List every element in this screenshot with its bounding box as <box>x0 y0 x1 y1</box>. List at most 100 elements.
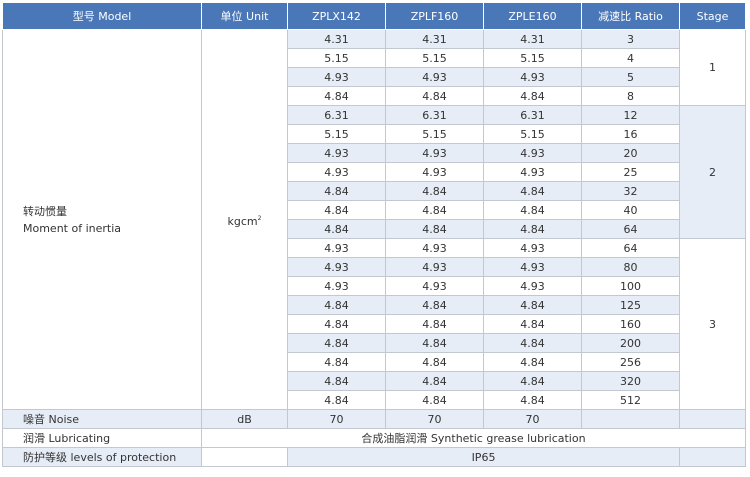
header-stage: Stage <box>679 2 746 30</box>
cell-zplf160: 5.15 <box>385 48 484 68</box>
cell-zplf160: 4.84 <box>385 295 484 315</box>
protection-label: 防护等级 levels of protection <box>2 447 202 467</box>
table-row: 4.84 4.84 4.84 160 <box>3 314 746 334</box>
header-zplx142: ZPLX142 <box>287 2 386 30</box>
cell-zplx142: 4.93 <box>287 257 386 277</box>
cell-ratio: 64 <box>581 219 680 239</box>
cell-zple160: 4.84 <box>483 200 582 220</box>
cell-ratio: 40 <box>581 200 680 220</box>
cell-zplx142: 4.84 <box>287 295 386 315</box>
cell-zplx142: 4.84 <box>287 314 386 334</box>
cell-zplx142: 4.93 <box>287 276 386 296</box>
cell-zple160: 4.84 <box>483 295 582 315</box>
cell-ratio: 4 <box>581 48 680 68</box>
table-row: 4.84 4.84 4.84 256 <box>3 352 746 372</box>
header-unit: 单位 Unit <box>201 2 288 30</box>
cell-ratio: 16 <box>581 124 680 144</box>
cell-ratio: 125 <box>581 295 680 315</box>
table-row: 转动惯量 Moment of inertia kgcm2 4.31 4.31 4… <box>2 29 746 410</box>
protection-value: IP65 <box>287 447 680 467</box>
noise-zplx142: 70 <box>287 409 386 429</box>
cell-zplx142: 4.31 <box>287 29 386 49</box>
cell-zplx142: 6.31 <box>287 105 386 125</box>
stage-1: 1 <box>679 29 746 106</box>
cell-zple160: 4.84 <box>483 219 582 239</box>
inertia-label-en: Moment of inertia <box>23 221 122 235</box>
cell-zplx142: 4.84 <box>287 86 386 106</box>
cell-zple160: 4.93 <box>483 276 582 296</box>
cell-ratio: 3 <box>581 29 680 49</box>
protection-row: 防护等级 levels of protection IP65 <box>2 447 746 467</box>
cell-zplx142: 4.84 <box>287 333 386 353</box>
cell-zplf160: 4.84 <box>385 390 484 410</box>
table-row: 4.93 4.93 4.93 80 <box>3 257 746 277</box>
cell-zple160: 4.93 <box>483 238 582 258</box>
cell-zple160: 4.84 <box>483 333 582 353</box>
stage-2: 2 <box>679 105 746 239</box>
cell-ratio: 32 <box>581 181 680 201</box>
cell-zple160: 4.31 <box>483 29 582 49</box>
cell-ratio: 64 <box>581 238 680 258</box>
noise-zplf160: 70 <box>385 409 484 429</box>
cell-zplx142: 4.93 <box>287 162 386 182</box>
table-row: 4.84 4.84 4.84 200 <box>3 333 746 353</box>
cell-zple160: 4.93 <box>483 162 582 182</box>
table-row: 4.84 4.84 4.84 32 <box>3 181 746 201</box>
cell-zplx142: 4.93 <box>287 143 386 163</box>
noise-zple160: 70 <box>483 409 582 429</box>
noise-ratio-empty <box>581 409 680 429</box>
table-row: 4.93 4.93 4.93 64 3 <box>3 238 746 410</box>
header-model: 型号 Model <box>2 2 202 30</box>
noise-label: 噪音 Noise <box>2 409 202 429</box>
spec-table: 型号 Model 单位 Unit ZPLX142 ZPLF160 ZPLE160… <box>2 2 746 467</box>
noise-unit: dB <box>201 409 288 429</box>
cell-ratio: 80 <box>581 257 680 277</box>
cell-ratio: 20 <box>581 143 680 163</box>
cell-ratio: 100 <box>581 276 680 296</box>
table-row: 5.15 5.15 5.15 16 <box>3 124 746 144</box>
table-row: 5.15 5.15 5.15 4 <box>3 48 746 68</box>
noise-stage-empty <box>679 409 746 429</box>
cell-zple160: 4.84 <box>483 371 582 391</box>
cell-zple160: 4.93 <box>483 257 582 277</box>
protection-stage-empty <box>679 447 746 467</box>
cell-zplf160: 4.93 <box>385 238 484 258</box>
cell-ratio: 160 <box>581 314 680 334</box>
cell-zple160: 4.84 <box>483 390 582 410</box>
inertia-label-cn: 转动惯量 <box>23 204 67 218</box>
cell-zplx142: 5.15 <box>287 48 386 68</box>
cell-zple160: 5.15 <box>483 48 582 68</box>
cell-zplf160: 4.93 <box>385 276 484 296</box>
lubricating-label: 润滑 Lubricating <box>2 428 202 448</box>
cell-zplx142: 4.84 <box>287 219 386 239</box>
cell-zple160: 5.15 <box>483 124 582 144</box>
cell-ratio: 25 <box>581 162 680 182</box>
cell-zple160: 4.84 <box>483 352 582 372</box>
cell-zple160: 4.84 <box>483 86 582 106</box>
cell-ratio: 256 <box>581 352 680 372</box>
cell-zple160: 4.93 <box>483 67 582 87</box>
lubricating-value: 合成油脂润滑 Synthetic grease lubrication <box>201 428 746 448</box>
cell-zplx142: 4.93 <box>287 238 386 258</box>
cell-zplf160: 4.84 <box>385 200 484 220</box>
cell-zplx142: 4.84 <box>287 200 386 220</box>
header-row: 型号 Model 单位 Unit ZPLX142 ZPLF160 ZPLE160… <box>2 2 746 30</box>
cell-zplf160: 4.93 <box>385 257 484 277</box>
table-row: 4.84 4.84 4.84 320 <box>3 371 746 391</box>
cell-zplf160: 4.93 <box>385 143 484 163</box>
cell-zplf160: 5.15 <box>385 124 484 144</box>
cell-zplf160: 4.84 <box>385 314 484 334</box>
table-row: 4.93 4.93 4.93 20 <box>3 143 746 163</box>
noise-row: 噪音 Noise dB 70 70 70 <box>2 409 746 429</box>
cell-zplf160: 4.93 <box>385 67 484 87</box>
table-row: 4.84 4.84 4.84 125 <box>3 295 746 315</box>
cell-zple160: 4.84 <box>483 181 582 201</box>
header-zplf160: ZPLF160 <box>385 2 484 30</box>
table-row: 4.93 4.93 4.93 5 <box>3 67 746 87</box>
cell-zplf160: 4.84 <box>385 86 484 106</box>
cell-zplx142: 4.84 <box>287 390 386 410</box>
header-ratio: 减速比 Ratio <box>581 2 680 30</box>
inertia-label: 转动惯量 Moment of inertia <box>2 29 202 410</box>
cell-zplf160: 4.84 <box>385 371 484 391</box>
cell-zple160: 4.84 <box>483 314 582 334</box>
